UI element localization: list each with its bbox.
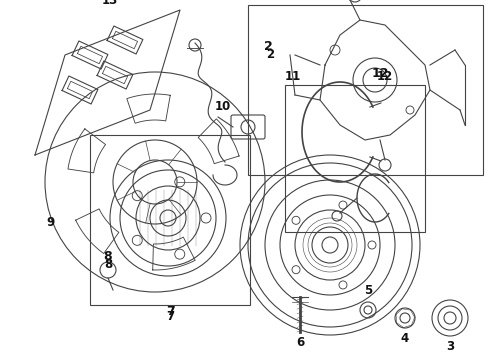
Text: 11: 11	[285, 71, 301, 84]
Text: 2: 2	[266, 49, 274, 62]
Text: 5: 5	[364, 284, 372, 297]
Text: 12: 12	[377, 71, 393, 84]
Text: 12: 12	[371, 67, 389, 80]
Text: 13: 13	[102, 0, 118, 6]
Bar	[248, 5, 483, 175]
Text: 9: 9	[46, 216, 54, 229]
Text: 1: 1	[362, 0, 369, 1]
Text: 7: 7	[166, 310, 174, 324]
Text: 2: 2	[264, 40, 272, 53]
Text: 10: 10	[215, 100, 231, 113]
Text: 4: 4	[401, 332, 409, 345]
Text: 7: 7	[166, 305, 174, 318]
Text: 8: 8	[104, 258, 112, 271]
Bar	[90, 135, 250, 305]
Text: 3: 3	[446, 339, 454, 352]
Bar	[285, 85, 425, 232]
Text: 8: 8	[104, 250, 112, 263]
Text: 6: 6	[296, 336, 304, 348]
